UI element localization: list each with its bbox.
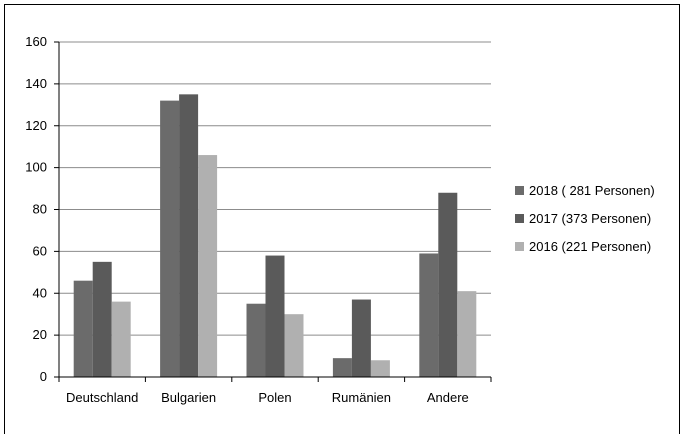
legend-swatch <box>515 214 524 223</box>
x-axis: Deutschland Bulgarien Polen Rumänien Andere <box>58 376 492 405</box>
chart-frame <box>4 4 680 434</box>
x-tick-label: Polen <box>258 390 291 405</box>
x-tick-label: Deutschland <box>66 390 138 405</box>
bar-deutschland-series-2 <box>111 301 131 377</box>
bars <box>73 94 477 377</box>
x-tick-label: Andere <box>427 390 469 405</box>
y-tick-label: 20 <box>33 327 47 342</box>
y-tick-label: 120 <box>25 118 47 133</box>
y-axis: 0 20 40 60 80 100 120 140 160 <box>25 34 60 384</box>
legend-label: 2018 ( 281 Personen) <box>529 183 655 198</box>
legend-label: 2016 (221 Personen) <box>529 239 651 254</box>
y-tick-label: 40 <box>33 285 47 300</box>
bar-rumänien-series-2 <box>370 360 390 377</box>
y-tick-label: 160 <box>25 34 47 49</box>
bar-rumänien-series-0 <box>332 358 352 377</box>
y-tick-label: 60 <box>33 243 47 258</box>
legend: 2018 ( 281 Personen) 2017 (373 Personen) 2… <box>515 183 655 254</box>
y-tick-label: 100 <box>25 160 47 175</box>
bar-polen-series-0 <box>246 303 266 377</box>
bar-bulgarien-series-0 <box>160 100 180 377</box>
bar-rumänien-series-1 <box>351 299 371 377</box>
bar-deutschland-series-0 <box>73 280 93 377</box>
legend-swatch <box>515 242 524 251</box>
y-tick-label: 80 <box>33 202 47 217</box>
y-tick-label: 0 <box>40 369 47 384</box>
bar-polen-series-1 <box>265 255 285 377</box>
bar-andere-series-2 <box>457 291 477 377</box>
bar-andere-series-1 <box>438 192 458 377</box>
x-tick-label: Bulgarien <box>161 390 216 405</box>
bar-deutschland-series-1 <box>92 261 112 377</box>
legend-swatch <box>515 186 524 195</box>
bar-andere-series-0 <box>419 253 439 377</box>
bar-bulgarien-series-2 <box>198 155 218 377</box>
bar-bulgarien-series-1 <box>179 94 199 377</box>
gridlines <box>59 41 491 336</box>
y-tick-label: 140 <box>25 76 47 91</box>
x-tick-label: Rumänien <box>332 390 391 405</box>
bar-polen-series-2 <box>284 314 304 377</box>
legend-label: 2017 (373 Personen) <box>529 211 651 226</box>
